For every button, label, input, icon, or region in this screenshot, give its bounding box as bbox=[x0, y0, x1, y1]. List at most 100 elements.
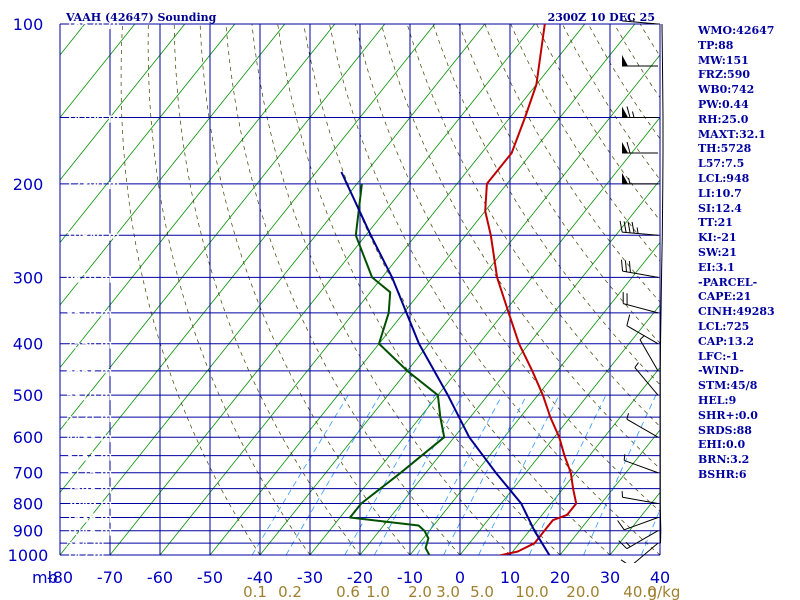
dewpoint-line bbox=[349, 183, 446, 555]
stat-item: SI:12.4 bbox=[698, 201, 742, 215]
temperature-tick-label: -40 bbox=[247, 568, 273, 587]
mixing-ratio-axis-label: g/kg bbox=[648, 583, 681, 600]
isotherm-line bbox=[60, 24, 436, 494]
parcel-line bbox=[340, 171, 551, 555]
stat-item: KI:-21 bbox=[698, 231, 737, 245]
stat-item: LCL:725 bbox=[698, 319, 750, 333]
temperature-tick-label: 10 bbox=[500, 568, 520, 587]
temperature-tick-label: -20 bbox=[347, 568, 373, 587]
temperature-tick-label: 40 bbox=[650, 568, 670, 587]
wind-barb bbox=[622, 55, 658, 67]
height-label: 1048 m bbox=[66, 525, 112, 539]
wind-barb bbox=[639, 335, 659, 372]
height-label: 8519 m bbox=[66, 307, 112, 321]
stat-item: -WIND- bbox=[698, 364, 744, 378]
stat-item: BSHR:6 bbox=[698, 467, 747, 481]
mixing-ratio-tick-label: 1.0 bbox=[366, 583, 390, 600]
stat-item: TT:21 bbox=[698, 216, 733, 230]
isotherm-line bbox=[60, 24, 336, 369]
wind-barb bbox=[620, 542, 659, 563]
pressure-tick-label: 700 bbox=[13, 464, 44, 483]
wind-barb bbox=[622, 172, 658, 185]
height-label: 3783 m bbox=[66, 450, 112, 464]
temperature-tick-label: -80 bbox=[47, 568, 73, 587]
stat-item: CAP:13.2 bbox=[698, 334, 755, 348]
pressure-tick-label: 500 bbox=[13, 386, 44, 405]
chart-time: 2300Z 10 DEC 25 bbox=[548, 11, 655, 24]
isotherm-line bbox=[509, 366, 660, 555]
stat-item: HEL:9 bbox=[698, 393, 737, 407]
height-label: 584 m bbox=[66, 537, 104, 551]
mixing-ratio-tick-label: 0.6 bbox=[336, 583, 360, 600]
temperature-tick-label: 30 bbox=[600, 568, 620, 587]
temperature-tick-label: -30 bbox=[297, 568, 323, 587]
temperature-tick-label: -70 bbox=[97, 568, 123, 587]
stat-item: CAPE:21 bbox=[698, 290, 752, 304]
chart-title: VAAH (42647) Sounding bbox=[65, 11, 217, 24]
pressure-tick-label: 200 bbox=[13, 175, 44, 194]
temperature-line bbox=[484, 24, 578, 555]
height-label: 16520 m bbox=[66, 18, 120, 32]
stat-item: SHR+:0.0 bbox=[698, 408, 758, 422]
stat-item: SRDS:88 bbox=[698, 423, 752, 437]
isotherm-line bbox=[359, 179, 660, 555]
height-label: 4433 m bbox=[66, 431, 112, 445]
wind-barb bbox=[622, 106, 658, 119]
mixing-ratio-tick-label: 0.1 bbox=[243, 583, 267, 600]
wind-barb bbox=[621, 18, 659, 25]
isotherm-line bbox=[109, 24, 536, 555]
isotherm-line bbox=[559, 429, 660, 555]
height-label: 10840 m bbox=[66, 229, 120, 243]
sounding-indices-panel: WMO:42647 TP:88 MW:151 FRZ:590 WB0:742 PW:0.4… bbox=[698, 24, 775, 483]
mixing-ratio-tick-label: 2.0 bbox=[408, 583, 432, 600]
temperature-tick-label: -10 bbox=[397, 568, 423, 587]
isotherm-line bbox=[60, 24, 136, 119]
isotherm-line bbox=[60, 24, 286, 306]
wind-barb bbox=[626, 314, 659, 345]
isotherm-line bbox=[209, 24, 636, 555]
height-label: 7550 m bbox=[66, 338, 112, 352]
wind-barb bbox=[622, 141, 658, 154]
temperature-tick-label: -60 bbox=[147, 568, 173, 587]
stat-item: EHI:0.0 bbox=[698, 438, 746, 452]
pressure-tick-label: 900 bbox=[13, 522, 44, 541]
mixing-ratio-line bbox=[641, 508, 660, 555]
height-label: 5121 m bbox=[66, 411, 112, 425]
height-labels: 16520 m 14100 m 12390 m 10840 m 9610 m 8519 m… bbox=[66, 18, 120, 563]
isotherm-line bbox=[459, 304, 660, 555]
mixing-ratio-tick-label: 5.0 bbox=[470, 583, 494, 600]
stat-item: LCL:948 bbox=[698, 171, 750, 185]
mixing-ratio-line bbox=[251, 394, 349, 555]
height-label: 3175 m bbox=[66, 467, 112, 481]
stat-item: STM:45/8 bbox=[698, 379, 758, 393]
isotherm-line bbox=[309, 116, 660, 555]
stat-item: L57:7.5 bbox=[698, 157, 745, 171]
stat-item: WMO:42647 bbox=[698, 24, 775, 37]
pressure-tick-label: 1000 bbox=[8, 546, 49, 565]
wind-barb bbox=[619, 220, 659, 236]
pressure-tick-label: 300 bbox=[13, 268, 44, 287]
wind-barb bbox=[621, 491, 659, 505]
mixing-ratio-line bbox=[285, 394, 381, 555]
stat-item: MAXT:32.1 bbox=[698, 127, 766, 141]
stat-item: -PARCEL- bbox=[698, 275, 758, 289]
wind-barb bbox=[617, 517, 659, 531]
dry-adiabat-line bbox=[277, 24, 561, 555]
mixing-ratio-tick-label: 10.0 bbox=[515, 583, 548, 600]
wind-barb bbox=[618, 530, 659, 550]
height-label: 2593 m bbox=[66, 483, 112, 497]
temperature-tick-label: 0 bbox=[455, 568, 465, 587]
stat-item: WB0:742 bbox=[698, 83, 755, 97]
height-label: 12390 m bbox=[66, 178, 120, 192]
isotherm-line bbox=[60, 24, 236, 244]
pressure-tick-label: 600 bbox=[13, 428, 44, 447]
wind-barb bbox=[622, 292, 659, 314]
wind-barb bbox=[626, 413, 659, 438]
mixing-ratio-tick-label: 3.0 bbox=[436, 583, 460, 600]
isotherm-line bbox=[259, 54, 660, 555]
stat-item: EI:3.1 bbox=[698, 260, 735, 274]
wind-profile-line bbox=[659, 23, 664, 544]
stat-item: PW:0.44 bbox=[698, 97, 749, 111]
